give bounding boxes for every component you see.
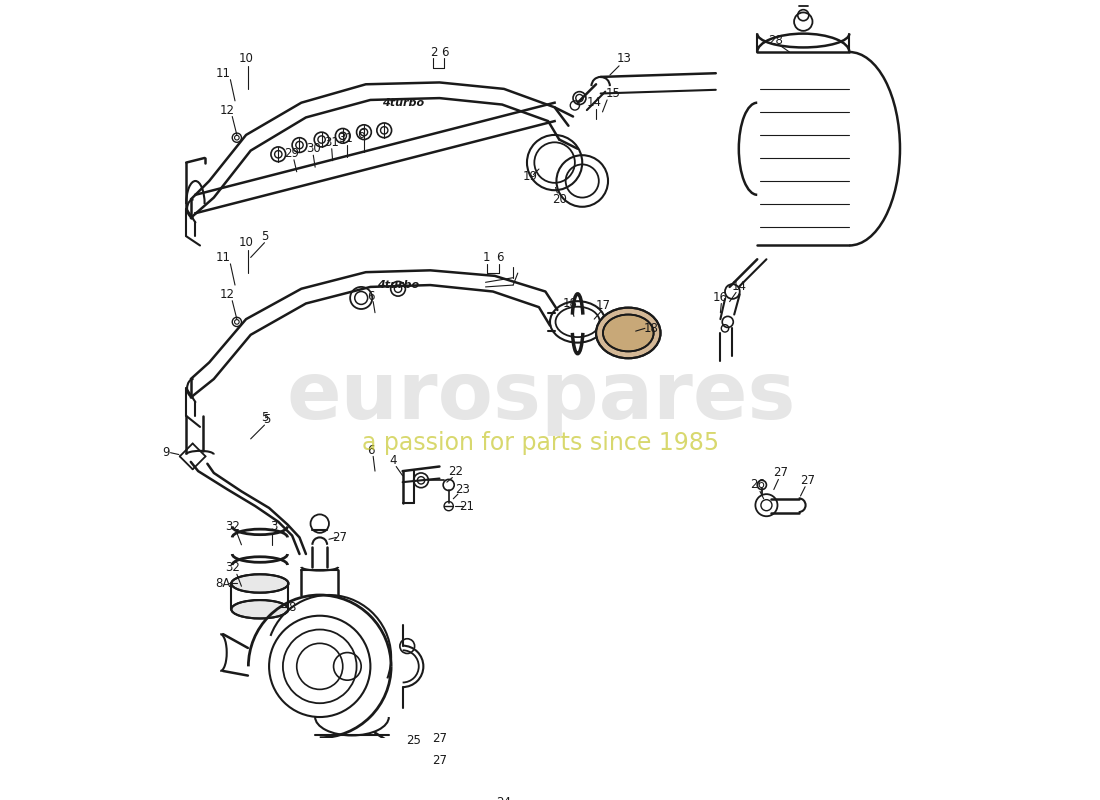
- Text: 29: 29: [285, 147, 299, 160]
- Text: 5: 5: [261, 411, 268, 424]
- Text: 5: 5: [263, 413, 270, 426]
- Text: 27: 27: [432, 732, 447, 745]
- Text: 1: 1: [483, 251, 491, 264]
- Text: 27: 27: [332, 531, 348, 544]
- Text: 16: 16: [713, 291, 728, 305]
- Text: 10: 10: [239, 52, 253, 65]
- Text: 15: 15: [605, 87, 620, 100]
- Text: 30: 30: [306, 142, 321, 155]
- Text: 11: 11: [216, 66, 231, 80]
- Text: 2: 2: [430, 46, 438, 59]
- Text: 32: 32: [224, 520, 240, 533]
- Text: 14: 14: [732, 281, 746, 294]
- Text: 12: 12: [220, 103, 235, 117]
- Text: 31: 31: [338, 132, 353, 145]
- Text: 26: 26: [750, 478, 764, 491]
- Text: 5: 5: [261, 230, 268, 242]
- Text: 8: 8: [288, 601, 296, 614]
- Ellipse shape: [231, 574, 288, 593]
- Ellipse shape: [603, 314, 653, 351]
- Text: 4: 4: [389, 454, 397, 466]
- Text: 25: 25: [406, 734, 421, 746]
- Text: 19: 19: [522, 170, 537, 183]
- Text: eurospares: eurospares: [286, 358, 795, 437]
- Text: 31: 31: [324, 136, 339, 149]
- Text: 17: 17: [596, 299, 611, 312]
- Text: 27: 27: [773, 466, 788, 479]
- Text: 22: 22: [449, 465, 463, 478]
- Text: 4turbo: 4turbo: [377, 280, 419, 290]
- Text: 32: 32: [224, 562, 240, 574]
- Text: 24: 24: [496, 796, 512, 800]
- Text: 27: 27: [432, 754, 447, 767]
- Text: 3: 3: [270, 520, 277, 533]
- Text: 6: 6: [366, 290, 374, 302]
- Text: 6: 6: [367, 444, 375, 458]
- Text: 23: 23: [455, 483, 470, 496]
- Text: 28: 28: [768, 34, 783, 46]
- Text: 8A: 8A: [216, 577, 231, 590]
- Text: 9: 9: [162, 446, 169, 459]
- Ellipse shape: [231, 600, 288, 618]
- Text: 20: 20: [552, 193, 567, 206]
- Text: 11: 11: [216, 251, 231, 264]
- Text: 6: 6: [496, 251, 504, 264]
- Text: 4turbo: 4turbo: [382, 98, 424, 108]
- Text: 21: 21: [460, 500, 474, 513]
- Text: 6: 6: [441, 46, 449, 59]
- Text: 18: 18: [644, 322, 659, 335]
- Text: 12: 12: [220, 288, 235, 301]
- Text: 18: 18: [563, 297, 578, 310]
- Ellipse shape: [596, 308, 660, 358]
- Text: 10: 10: [239, 236, 253, 249]
- Text: 27: 27: [801, 474, 815, 487]
- Text: 6: 6: [358, 127, 365, 141]
- Text: 14: 14: [586, 96, 602, 110]
- Text: 13: 13: [616, 52, 631, 65]
- Text: a passion for parts since 1985: a passion for parts since 1985: [362, 431, 719, 455]
